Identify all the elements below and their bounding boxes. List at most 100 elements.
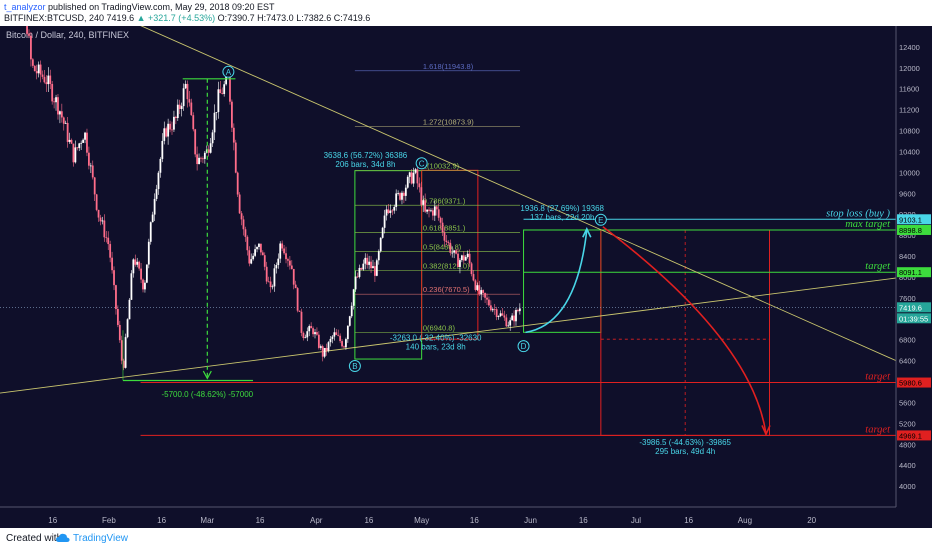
tradingview-brand[interactable]: TradingView [73,533,129,544]
wave-label: A [226,68,232,77]
time-tick-label: 16 [579,516,588,525]
chart-area[interactable]: Bitcoin / Dollar, 240, BITFINEX 1.618(11… [0,26,932,528]
level-name-label: target [865,372,891,383]
candle-body [292,268,295,285]
candle-body [74,147,77,163]
candle-body [288,260,291,266]
candle-body [511,315,514,321]
candle-body [190,102,193,116]
candle-body [433,206,436,216]
price-tag-label: 9103.1 [899,215,922,224]
candle-body [105,237,108,239]
candle-body [290,265,293,269]
candle-body [387,209,390,213]
candle-body [261,252,264,256]
time-tick-label: 20 [807,516,816,525]
measurement-label: -3986.5 (-44.63%) -39865 [639,438,731,447]
candle-body [422,200,425,205]
candle-body [476,285,479,290]
lower-trend-line [0,277,897,394]
measurement-sublabel: 206 bars, 34d 8h [335,160,395,169]
wave-marker [222,65,235,78]
candle-body [82,139,84,143]
candle-body [66,122,69,142]
candle-body [403,192,405,196]
axis-layer: 4000440048005200560060006400680072007600… [0,26,932,528]
candle-body [120,340,123,361]
candle-body [518,308,521,312]
candle-body [157,172,160,190]
candle-body [281,243,284,249]
candle-body [455,250,457,254]
candle-body [269,281,272,288]
candle-body [229,75,231,102]
candle-body [184,83,187,89]
candle-body [153,198,156,215]
candle-body [200,157,202,159]
candle-body [178,104,181,109]
candle-body [225,74,228,85]
candle-body [107,237,110,245]
candle-body [370,261,372,269]
wave-marker [517,340,530,353]
footer: Created with TradingView [0,528,932,550]
candle-body [374,266,376,276]
candle-body [238,194,241,214]
level-name-label: target [865,261,891,272]
measurement-sublabel: 137 bars, 22d 20h [530,213,595,222]
candle-body [250,259,253,264]
current-price-tag [897,302,931,313]
candle-body [248,250,251,264]
time-tick-label: Jun [524,516,537,525]
candle-body [466,253,469,257]
wave-label: D [521,342,527,351]
candle-body [364,257,367,264]
candle-body [296,288,299,311]
candle-body [484,292,486,298]
candle-body [391,210,394,212]
candle-body [462,255,465,261]
time-tick-label: Apr [310,516,323,525]
candle-body [379,237,382,252]
time-tick-label: 16 [256,516,265,525]
candle-body [505,317,508,327]
open-value: O:7390.7 [217,13,255,23]
candle-body [474,280,477,290]
candle-body [418,183,421,188]
candle-body [352,289,355,306]
candle-body [234,142,237,173]
candle-body [346,325,349,340]
candle-body [437,209,440,218]
candle-body [470,263,473,275]
price-chart[interactable]: Bitcoin / Dollar, 240, BITFINEX 1.618(11… [0,26,932,528]
candle-body [472,274,475,281]
candle-body [513,315,515,322]
candle-body [159,158,162,173]
candle-body [78,143,81,149]
candle-body [389,210,392,213]
price-tick-label: 10000 [899,168,920,177]
candle-body [372,266,374,269]
candle-body [316,332,318,335]
candle-body [499,313,502,317]
candle-body [49,75,52,84]
fib-level-label: 1.618(11943.8) [423,62,474,71]
candle-body [136,261,139,265]
candle-body [236,172,239,195]
candle-body [443,232,446,241]
publish-line: t_analyzor published on TradingView.com,… [4,2,275,12]
chart-background [0,26,932,528]
candle-body [26,26,28,34]
candle-body [53,101,56,103]
wave-marker [594,213,607,226]
time-tick-label: Mar [200,516,214,525]
author-link[interactable]: t_analyzor [4,2,46,12]
down-arrow-icon [202,370,212,380]
candle-body [279,243,282,259]
price-tick-label: 10400 [899,147,920,156]
price-tick-label: 6800 [899,336,916,345]
candle-body [414,169,417,173]
price-tag-box [897,377,931,388]
measurement-sublabel: 295 bars, 49d 4h [655,447,715,456]
candle-body [68,139,71,142]
